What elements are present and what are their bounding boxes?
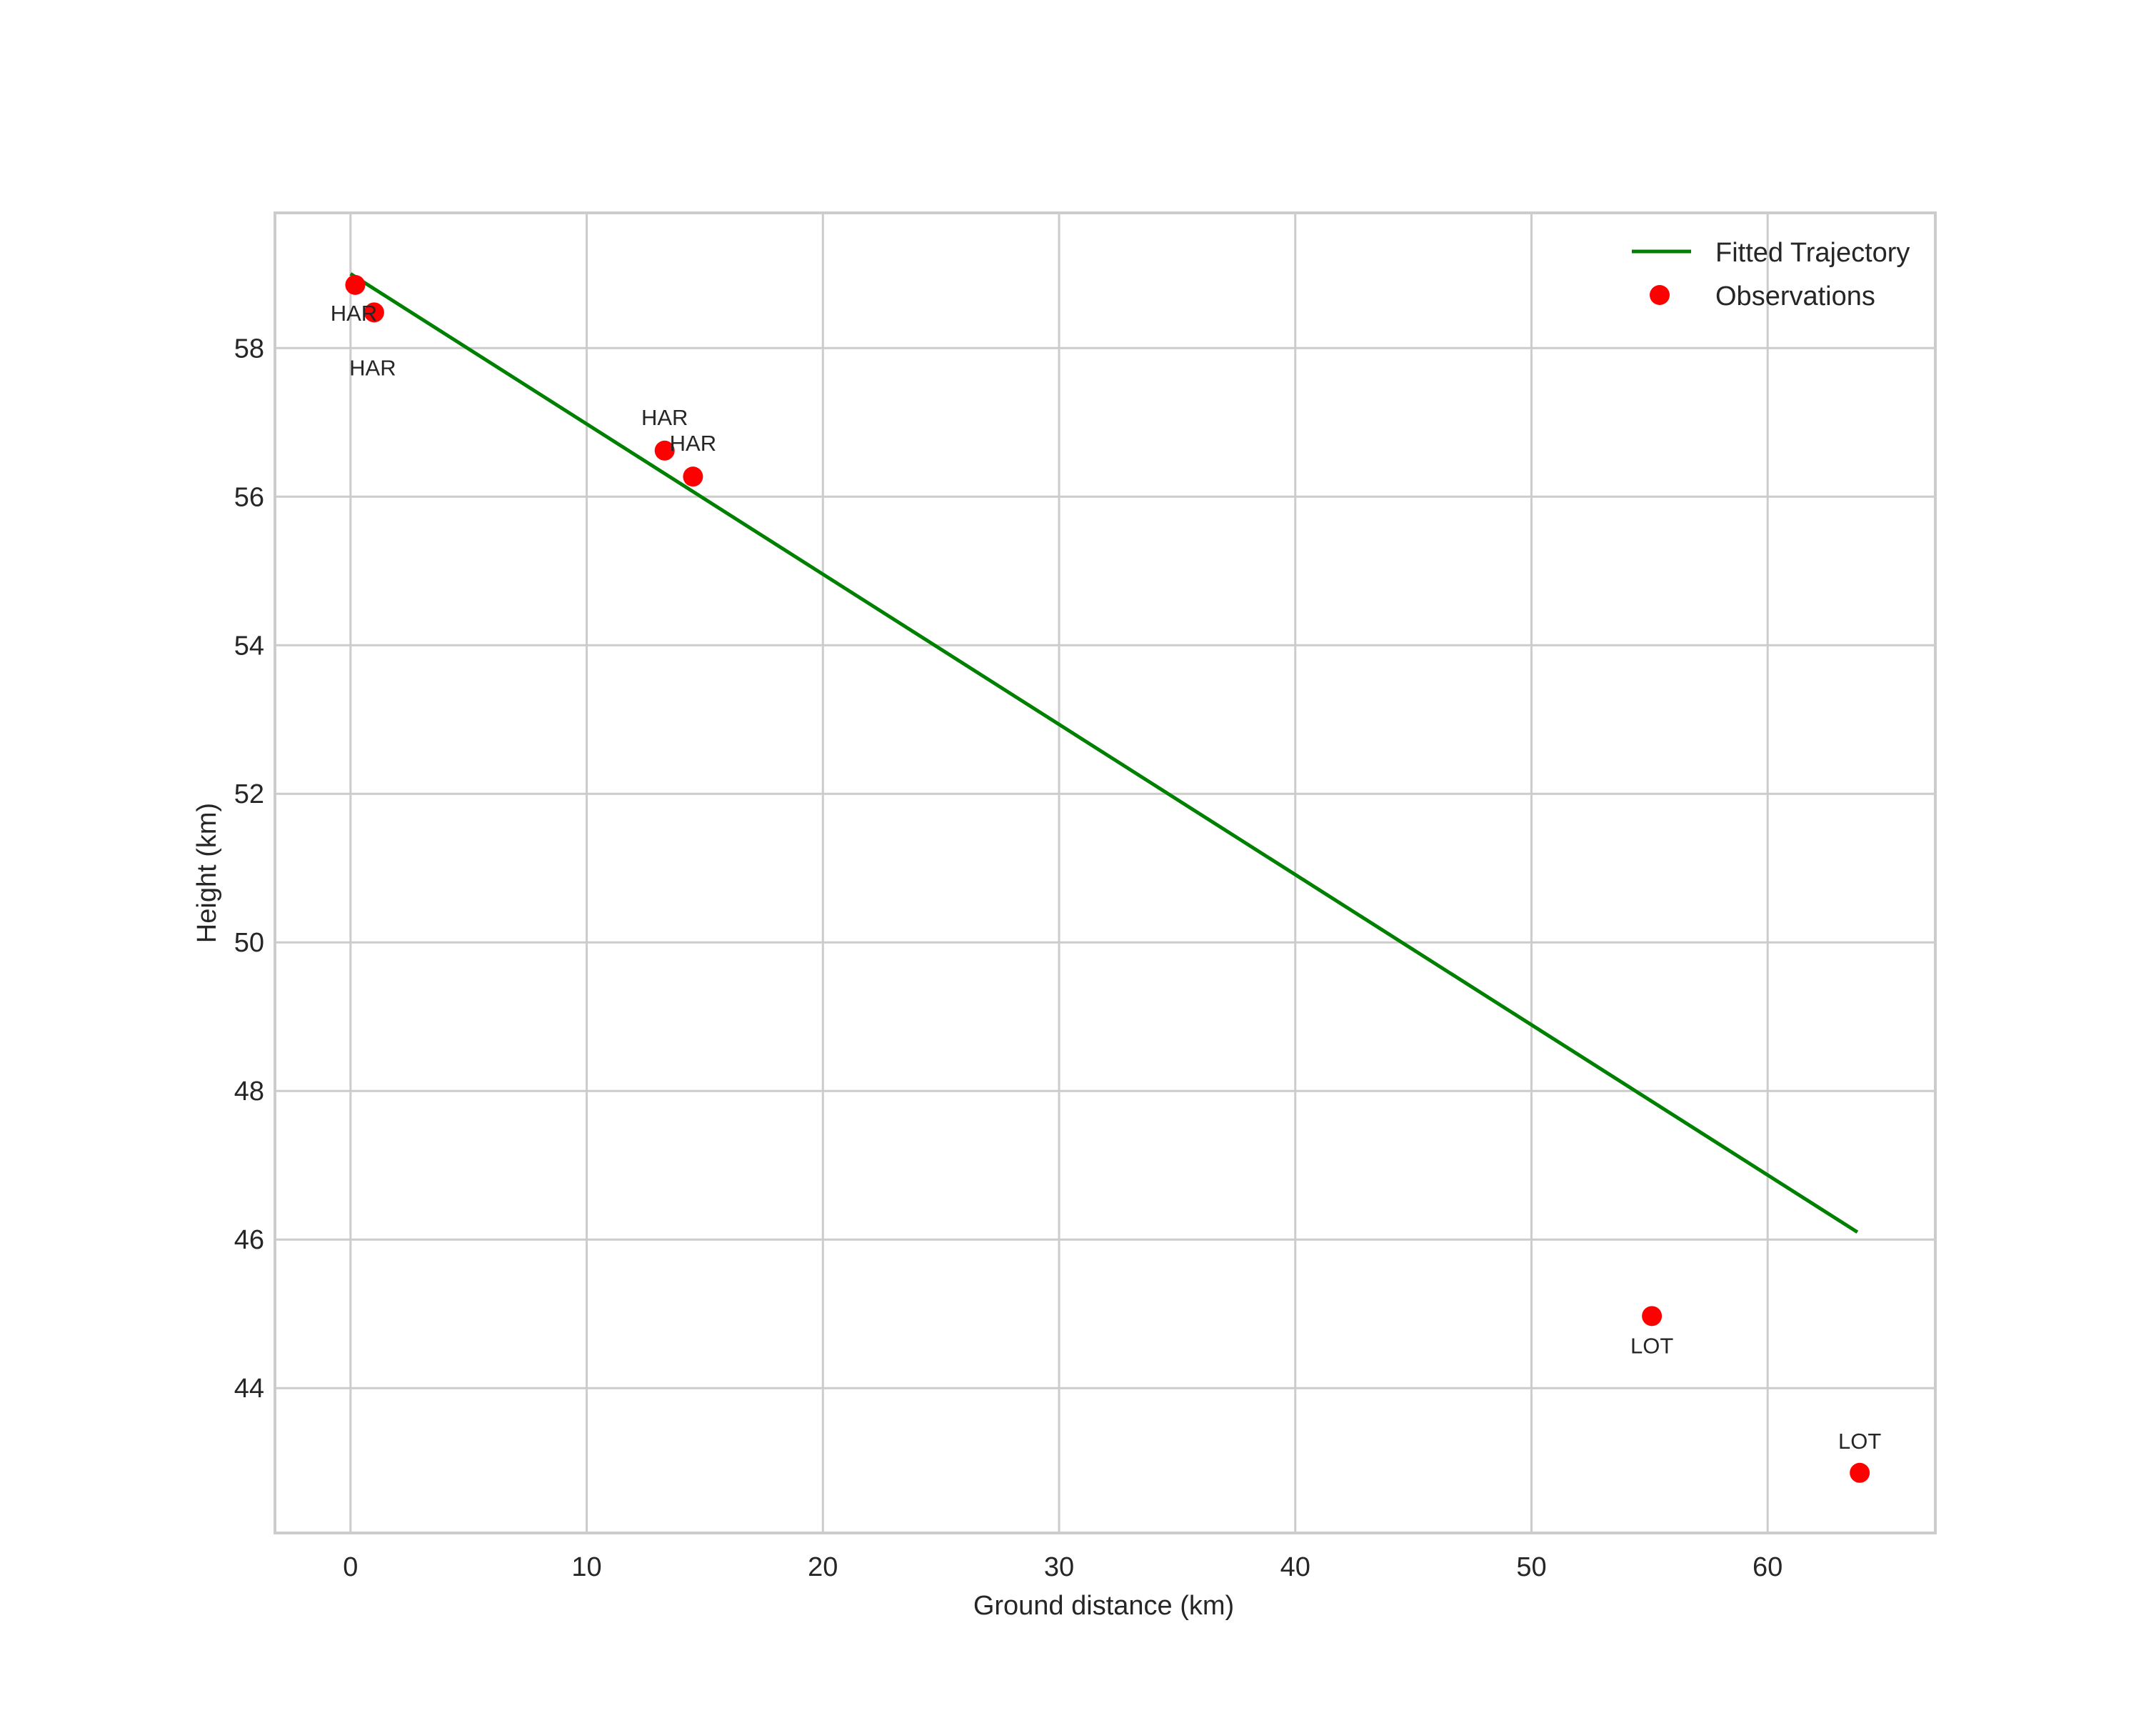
observation-point	[345, 274, 366, 295]
legend-label-fitted-trajectory: Fitted Trajectory	[1715, 238, 1910, 268]
observation-point	[1850, 1462, 1870, 1483]
data-series	[345, 272, 1870, 1483]
y-tick-label: 46	[234, 1225, 264, 1255]
station-label: HAR	[349, 355, 396, 380]
observation-point	[683, 466, 703, 487]
observation-point	[1642, 1306, 1663, 1327]
grid-lines	[275, 213, 1935, 1533]
station-label: HAR	[331, 301, 377, 326]
y-tick-label: 56	[234, 482, 264, 512]
x-tick-label: 20	[808, 1552, 838, 1582]
observation-point	[654, 440, 675, 461]
y-axis-ticks: 44 46 48 50 52 54 56 58	[234, 334, 264, 1404]
y-tick-label: 44	[234, 1374, 264, 1404]
station-label: HAR	[670, 431, 716, 456]
x-tick-label: 40	[1280, 1552, 1310, 1582]
plot-frame	[274, 211, 1937, 1534]
y-axis-title: Height (km)	[192, 803, 222, 943]
station-label: LOT	[1838, 1429, 1881, 1454]
x-tick-label: 0	[343, 1552, 358, 1582]
x-tick-label: 50	[1516, 1552, 1546, 1582]
legend: Fitted Trajectory Observations	[1632, 238, 1910, 311]
station-label: LOT	[1630, 1333, 1673, 1358]
station-label: HAR	[641, 405, 688, 430]
fitted-trajectory-line	[349, 272, 1859, 1234]
x-axis-ticks: 0 10 20 30 40 50 60	[343, 1552, 1783, 1582]
legend-circle-swatch-icon	[1650, 285, 1670, 305]
y-tick-label: 50	[234, 928, 264, 958]
x-tick-label: 10	[571, 1552, 601, 1582]
y-tick-label: 58	[234, 334, 264, 364]
legend-label-observations: Observations	[1715, 281, 1875, 311]
x-tick-label: 30	[1044, 1552, 1074, 1582]
y-tick-label: 54	[234, 631, 264, 661]
y-tick-label: 52	[234, 779, 264, 809]
x-axis-title: Ground distance (km)	[973, 1591, 1234, 1621]
y-tick-label: 48	[234, 1077, 264, 1107]
observation-point	[363, 302, 384, 323]
x-tick-label: 60	[1753, 1552, 1783, 1582]
